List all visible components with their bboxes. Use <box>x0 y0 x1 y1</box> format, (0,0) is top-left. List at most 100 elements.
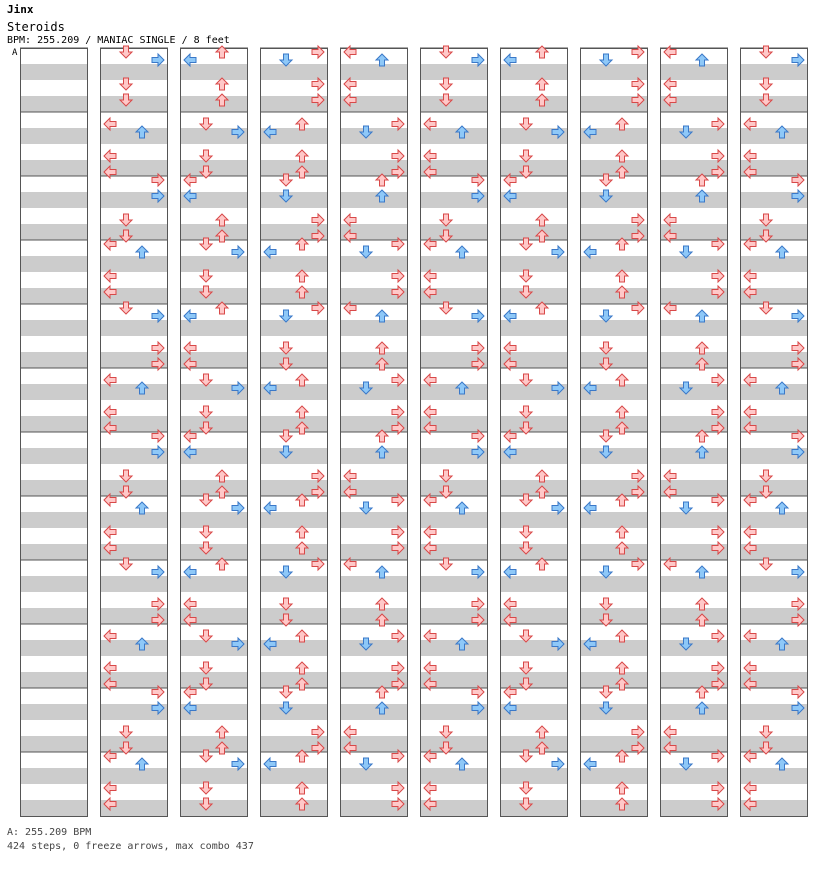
down-arrow-icon <box>678 245 694 259</box>
beat-stripe <box>580 320 648 336</box>
beat-stripe <box>580 704 648 720</box>
down-arrow-icon <box>198 149 214 163</box>
beat-stripe <box>180 448 248 464</box>
beat-stripe <box>260 768 328 784</box>
column-frame <box>20 48 88 817</box>
left-arrow-icon <box>343 740 357 756</box>
down-arrow-icon <box>518 149 534 163</box>
left-arrow-icon <box>343 212 357 228</box>
beat-stripe <box>100 128 168 144</box>
song-title: Steroids <box>7 20 65 34</box>
left-arrow-icon <box>743 796 757 812</box>
left-arrow-icon <box>183 52 197 68</box>
right-arrow-icon <box>471 612 485 628</box>
down-arrow-icon <box>118 557 134 571</box>
beat-stripe <box>500 768 568 784</box>
down-arrow-icon <box>678 381 694 395</box>
beat-stripe <box>500 736 568 752</box>
left-arrow-icon <box>343 300 357 316</box>
beat-stripe <box>180 160 248 176</box>
right-arrow-icon <box>151 684 165 700</box>
column-frame <box>420 48 488 817</box>
right-arrow-icon <box>791 308 805 324</box>
beat-stripe <box>580 768 648 784</box>
down-arrow-icon <box>678 501 694 515</box>
down-arrow-icon <box>118 93 134 107</box>
down-arrow-icon <box>518 677 534 691</box>
up-arrow-icon <box>774 501 790 515</box>
right-arrow-icon <box>151 700 165 716</box>
beat-stripe <box>500 192 568 208</box>
right-arrow-icon <box>151 444 165 460</box>
right-arrow-icon <box>791 52 805 68</box>
right-arrow-icon <box>391 268 405 284</box>
beat-stripe <box>340 128 408 144</box>
beat-stripe <box>500 608 568 624</box>
right-arrow-icon <box>711 492 725 508</box>
up-arrow-icon <box>534 301 550 315</box>
right-arrow-icon <box>471 356 485 372</box>
beat-stripe <box>20 736 88 752</box>
beat-stripe <box>740 448 808 464</box>
left-arrow-icon <box>503 684 517 700</box>
beat-stripe <box>420 512 488 528</box>
left-arrow-icon <box>103 628 117 644</box>
down-arrow-icon <box>438 725 454 739</box>
beat-stripe <box>100 768 168 784</box>
left-arrow-icon <box>423 404 437 420</box>
down-arrow-icon <box>278 701 294 715</box>
down-arrow-icon <box>278 613 294 627</box>
right-arrow-icon <box>391 372 405 388</box>
right-arrow-icon <box>231 244 245 260</box>
up-arrow-icon <box>214 301 230 315</box>
beat-stripe <box>740 352 808 368</box>
right-arrow-icon <box>711 628 725 644</box>
beat-stripe <box>420 352 488 368</box>
right-arrow-icon <box>551 756 565 772</box>
down-arrow-icon <box>758 93 774 107</box>
down-arrow-icon <box>358 381 374 395</box>
up-arrow-icon <box>774 245 790 259</box>
up-arrow-icon <box>774 637 790 651</box>
beat-stripe <box>500 512 568 528</box>
left-arrow-icon <box>743 268 757 284</box>
beat-stripe <box>420 576 488 592</box>
down-arrow-icon <box>438 741 454 755</box>
chart-column <box>20 47 88 817</box>
column-frame <box>100 48 168 817</box>
left-arrow-icon <box>663 740 677 756</box>
beat-stripe <box>740 640 808 656</box>
beat-stripe <box>580 544 648 560</box>
beat-stripe <box>100 224 168 240</box>
down-arrow-icon <box>598 341 614 355</box>
down-arrow-icon <box>198 165 214 179</box>
left-arrow-icon <box>343 44 357 60</box>
right-arrow-icon <box>471 684 485 700</box>
left-arrow-icon <box>103 524 117 540</box>
up-arrow-icon <box>614 749 630 763</box>
up-arrow-icon <box>534 229 550 243</box>
beat-stripe <box>420 608 488 624</box>
beat-stripe <box>20 192 88 208</box>
up-arrow-icon <box>694 613 710 627</box>
beat-stripe <box>740 576 808 592</box>
down-arrow-icon <box>598 613 614 627</box>
step-stats: 424 steps, 0 freeze arrows, max combo 43… <box>7 841 254 852</box>
down-arrow-icon <box>758 725 774 739</box>
right-arrow-icon <box>711 540 725 556</box>
right-arrow-icon <box>711 148 725 164</box>
beat-stripe <box>260 672 328 688</box>
beat-stripe <box>180 320 248 336</box>
beat-stripe <box>20 64 88 80</box>
left-arrow-icon <box>663 92 677 108</box>
beat-stripe <box>100 96 168 112</box>
left-arrow-icon <box>103 404 117 420</box>
chart-column <box>580 47 648 817</box>
down-arrow-icon <box>598 445 614 459</box>
down-arrow-icon <box>438 485 454 499</box>
beat-stripe <box>260 416 328 432</box>
left-arrow-icon <box>183 308 197 324</box>
up-arrow-icon <box>374 685 390 699</box>
down-arrow-icon <box>198 269 214 283</box>
beat-stripe <box>580 512 648 528</box>
